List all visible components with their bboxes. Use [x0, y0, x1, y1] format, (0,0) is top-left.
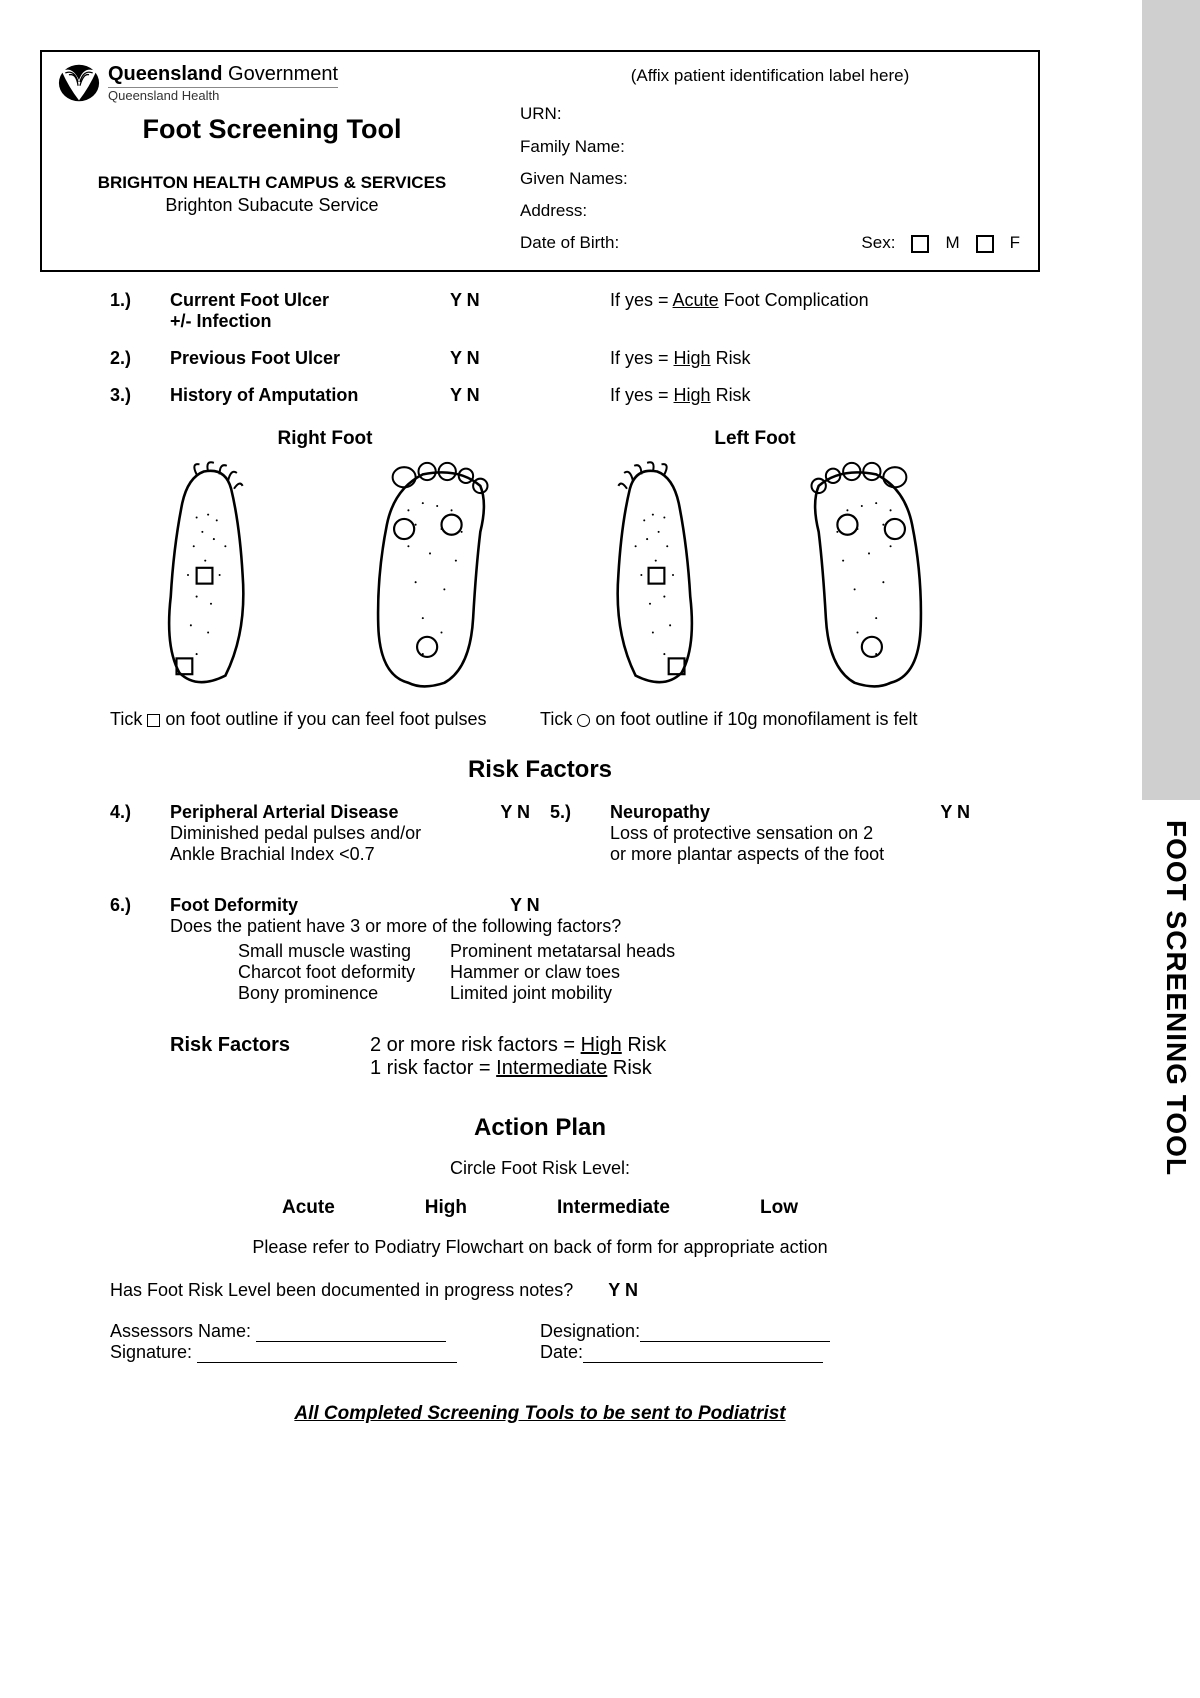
risk-factors-title: Risk Factors [110, 756, 970, 784]
sex-label: Sex: [861, 227, 895, 259]
risk-level-options[interactable]: Acute High Intermediate Low [110, 1197, 970, 1219]
tick-pulses-instruction: Tick on foot outline if you can feel foo… [110, 709, 540, 730]
rf-num: 6.) [110, 895, 170, 1004]
right-foot-plantar[interactable] [335, 460, 525, 695]
circle-icon [577, 714, 590, 727]
logo-row: Queensland Government Queensland Health [56, 62, 488, 104]
documented-row: Has Foot Risk Level been documented in p… [110, 1280, 970, 1301]
qld-crest-icon [56, 62, 102, 104]
signature-field[interactable] [197, 1345, 457, 1363]
risk-level[interactable]: Intermediate [557, 1197, 670, 1219]
refer-instruction: Please refer to Podiatry Flowchart on ba… [110, 1237, 970, 1258]
rf-desc: Ankle Brachial Index <0.7 [170, 844, 530, 865]
deform-factor: Bony prominence [238, 983, 450, 1004]
designation-field[interactable] [640, 1324, 830, 1342]
given-names-label: Given Names: [520, 163, 1020, 195]
q-num: 1.) [110, 290, 170, 332]
rf-desc: or more plantar aspects of the foot [610, 844, 970, 865]
designation-label: Designation: [540, 1321, 640, 1341]
subacute-service: Brighton Subacute Service [56, 195, 488, 216]
sex-m-label: M [945, 227, 959, 259]
rf-yn[interactable]: Y N [510, 895, 540, 916]
gov-line: Queensland Government [108, 64, 338, 85]
q-yn[interactable]: Y N [450, 348, 610, 369]
risk-level[interactable]: Low [760, 1197, 798, 1219]
date-label: Date: [540, 1342, 583, 1362]
date-field[interactable] [583, 1345, 823, 1363]
risk-summary: Risk Factors 2 or more risk factors = Hi… [170, 1034, 970, 1080]
patient-id-panel: (Affix patient identification label here… [502, 52, 1038, 270]
deform-factor: Prominent metatarsal heads [450, 941, 970, 962]
foot-deformity-row: 6.) Foot Deformity Y N Does the patient … [110, 895, 970, 1004]
feet-section: Right Foot Left Foot [110, 428, 970, 730]
left-foot-plantar[interactable] [774, 460, 964, 695]
risk-level[interactable]: Acute [282, 1197, 335, 1219]
address-label: Address: [520, 195, 1020, 227]
right-foot-dorsal[interactable] [116, 460, 306, 695]
header-box: Queensland Government Queensland Health … [40, 50, 1040, 272]
q-label: History of Amputation [170, 385, 450, 406]
q-yn[interactable]: Y N [450, 290, 610, 332]
affix-label: (Affix patient identification label here… [520, 60, 1020, 92]
sex-f-checkbox[interactable] [976, 235, 994, 253]
form-title: Foot Screening Tool [56, 114, 488, 145]
rf-desc: Diminished pedal pulses and/or [170, 823, 530, 844]
risk-summary-label: Risk Factors [170, 1034, 370, 1057]
assessor-field[interactable] [256, 1324, 446, 1342]
left-foot-dorsal[interactable] [555, 460, 745, 695]
q-num: 2.) [110, 348, 170, 369]
deform-factor: Hammer or claw toes [450, 962, 970, 983]
rf-yn[interactable]: Y N [470, 802, 530, 823]
tick-monofilament-instruction: Tick on foot outline if 10g monofilament… [540, 709, 970, 730]
circle-risk-instruction: Circle Foot Risk Level: [110, 1158, 970, 1179]
risk-level[interactable]: High [425, 1197, 467, 1219]
deform-factor: Small muscle wasting [238, 941, 450, 962]
rf-num: 5.) [550, 802, 610, 865]
q-label: Current Foot Ulcer +/- Infection [170, 290, 450, 332]
rf-yn[interactable]: Y N [910, 802, 970, 823]
question-row: 3.) History of Amputation Y N If yes = H… [110, 385, 970, 406]
questions-block: 1.) Current Foot Ulcer +/- Infection Y N… [110, 290, 970, 406]
assessor-label: Assessors Name: [110, 1321, 251, 1341]
signature-label: Signature: [110, 1342, 192, 1362]
rf-label: Peripheral Arterial Disease [170, 802, 470, 823]
gov-subline: Queensland Health [108, 87, 338, 103]
content: 1.) Current Foot Ulcer +/- Infection Y N… [40, 272, 1040, 1425]
question-row: 2.) Previous Foot Ulcer Y N If yes = Hig… [110, 348, 970, 369]
campus-name: BRIGHTON HEALTH CAMPUS & SERVICES [56, 173, 488, 193]
risk-factors-row1: 4.) Peripheral Arterial Disease Y N Dimi… [110, 802, 970, 865]
q-note: If yes = High Risk [610, 385, 970, 406]
rf-label: Neuropathy [610, 802, 910, 823]
footer-note: All Completed Screening Tools to be sent… [110, 1403, 970, 1425]
documented-yn[interactable]: Y N [608, 1280, 638, 1300]
q-note: If yes = High Risk [610, 348, 970, 369]
deform-factor: Limited joint mobility [450, 983, 970, 1004]
rf-desc: Loss of protective sensation on 2 [610, 823, 970, 844]
q-label: Previous Foot Ulcer [170, 348, 450, 369]
side-tab [1142, 0, 1200, 800]
q-note: If yes = Acute Foot Complication [610, 290, 970, 332]
dob-label: Date of Birth: [520, 227, 845, 259]
deform-factor: Charcot foot deformity [238, 962, 450, 983]
deformity-question: Does the patient have 3 or more of the f… [170, 916, 970, 937]
sex-m-checkbox[interactable] [911, 235, 929, 253]
dob-sex-row: Date of Birth: Sex: M F [520, 227, 1020, 259]
right-foot-header: Right Foot [110, 428, 540, 450]
q-yn[interactable]: Y N [450, 385, 610, 406]
question-row: 1.) Current Foot Ulcer +/- Infection Y N… [110, 290, 970, 332]
action-plan-title: Action Plan [110, 1114, 970, 1142]
left-foot-header: Left Foot [540, 428, 970, 450]
header-left: Queensland Government Queensland Health … [42, 52, 502, 270]
family-name-label: Family Name: [520, 131, 1020, 163]
square-icon [147, 714, 160, 727]
page-container: Queensland Government Queensland Health … [40, 50, 1040, 1425]
q-num: 3.) [110, 385, 170, 406]
side-label: FOOT SCREENING TOOL [1160, 820, 1192, 1176]
rf-num: 4.) [110, 802, 170, 865]
rf-label: Foot Deformity [170, 895, 298, 915]
sex-f-label: F [1010, 227, 1020, 259]
urn-label: URN: [520, 98, 1020, 130]
signature-row: Assessors Name: Signature: Designation: … [110, 1321, 970, 1363]
